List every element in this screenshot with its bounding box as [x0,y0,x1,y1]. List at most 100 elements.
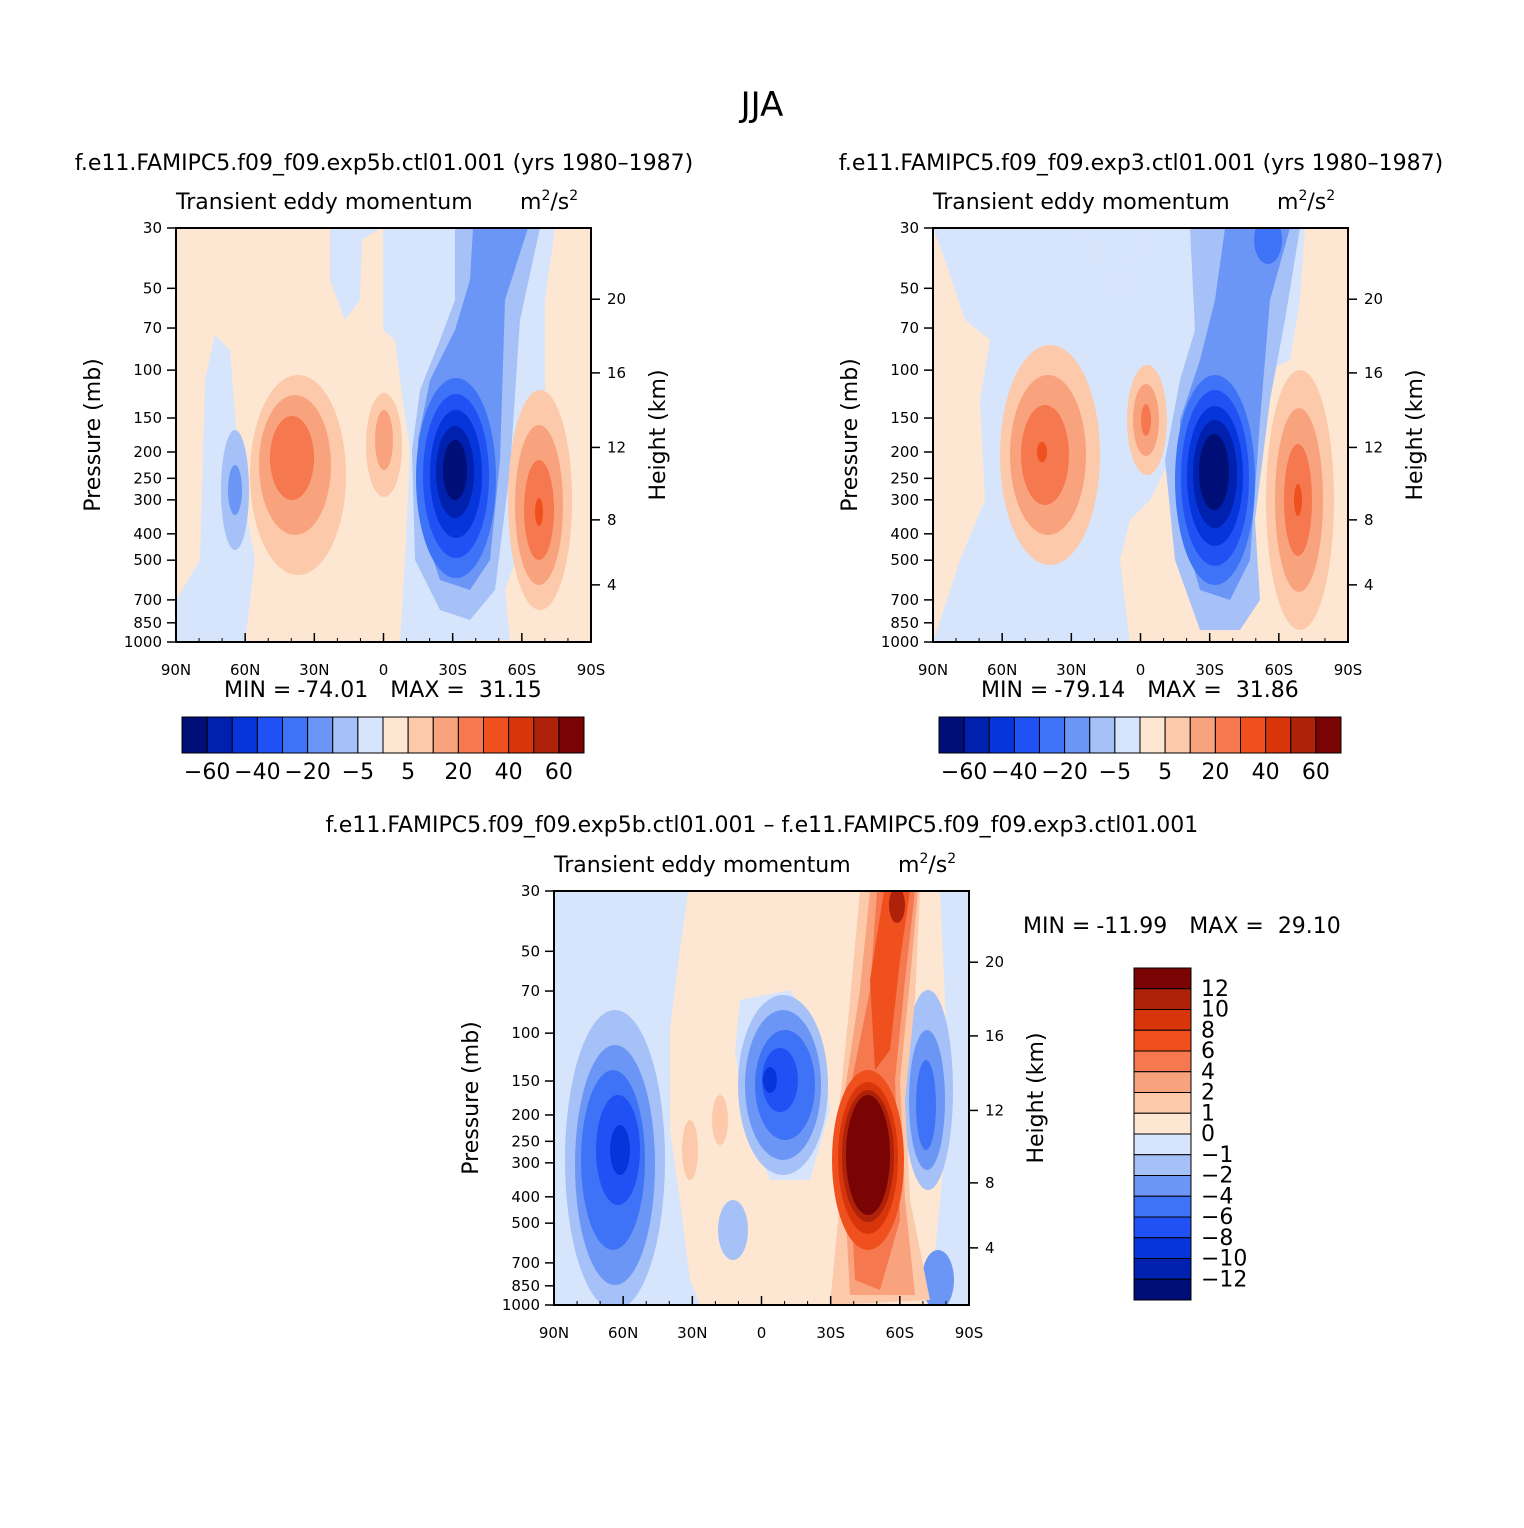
colorbar-label: 6 [1201,1039,1215,1064]
panel-2-title: f.e11.FAMIPC5.f09_f09.exp3.ctl01.001 (yr… [839,151,1444,176]
y-tick-label: 700 [133,591,162,609]
colorbar-label: 20 [1201,760,1229,785]
colorbar-swatch [357,716,384,754]
panel-1-contour-neg-l [443,440,467,500]
colorbar-swatch [1039,716,1066,754]
panel-1-contour-pos-c [270,416,314,500]
colorbar-swatch [508,716,535,754]
y2-tick-label: 16 [1364,364,1383,382]
colorbar-swatch [1133,1092,1192,1114]
colorbar-label: 40 [495,760,523,785]
panel-3-contour-pos-j [682,1120,698,1180]
x-tick-label: 30S [1195,661,1224,679]
x-tick-label: 60S [508,661,537,679]
y-tick-label: 500 [890,551,919,569]
colorbar-label: −40 [991,760,1037,785]
y-tick-label: 200 [133,443,162,461]
y2-tick-label: 20 [1364,290,1383,308]
colorbar-swatch [206,716,233,754]
y2-tick-label: 20 [607,290,626,308]
panel-3-contour-pos-d [870,891,910,1070]
colorbar-swatch [1133,1009,1192,1031]
panel-2-plot-area [933,228,1348,642]
colorbar-swatch [1240,716,1267,754]
colorbar-label: −40 [234,760,280,785]
panel-3-contour-neg-q [922,1250,954,1305]
panel-1-contour-pos-i [535,498,543,526]
colorbar-swatch [1164,716,1191,754]
y2-tick-label: 8 [985,1174,995,1192]
colorbar-swatch [1133,988,1192,1010]
colorbar-swatch [457,716,484,754]
colorbar-label: 2 [1201,1081,1215,1106]
colorbar-swatch [181,716,208,754]
panel-3-contour-pos-i [889,891,905,923]
panel-3-contour-neg-l [762,1048,798,1112]
y-tick-label: 250 [890,469,919,487]
x-tick-label: 90S [577,661,606,679]
colorbar-label: 10 [1201,998,1229,1023]
y-tick-label: 850 [511,1277,540,1295]
panel-2-contour-pos-g [1141,404,1151,436]
colorbar-swatch [332,716,359,754]
colorbar-label: 20 [444,760,472,785]
panel-2: f.e11.FAMIPC5.f09_f09.exp3.ctl01.001 (yr… [838,151,1443,785]
panel-3-contour-neg-b [930,891,969,1305]
panel-1-y2label: Height (km) [646,369,671,500]
y2-tick-label: 16 [607,364,626,382]
colorbar-swatch [1133,1154,1192,1176]
panel-1-title: f.e11.FAMIPC5.f09_f09.exp5b.ctl01.001 (y… [75,151,693,176]
colorbar-swatch [282,716,309,754]
y-tick-label: 150 [133,409,162,427]
x-tick-label: 60N [608,1324,638,1342]
y-tick-label: 850 [133,614,162,632]
x-tick-label: 0 [379,661,389,679]
x-tick-label: 60N [230,661,260,679]
y-tick-label: 30 [143,219,162,237]
colorbar-label: −5 [342,760,374,785]
colorbar-swatch [1133,1258,1192,1280]
colorbar-label: 5 [401,760,415,785]
x-tick-label: 90N [161,661,191,679]
panel-1-contour-neg-c [228,465,242,515]
panel-3-y2label: Height (km) [1024,1032,1049,1163]
colorbar-swatch [1290,716,1317,754]
y-tick-label: 70 [143,319,162,337]
colorbar-swatch [1133,1216,1192,1239]
colorbar-swatch [1214,716,1241,754]
colorbar-label: −60 [941,760,987,785]
y2-tick-label: 4 [985,1239,995,1257]
colorbar-swatch [1189,716,1216,754]
y2-tick-label: 12 [607,438,626,456]
y-tick-label: 250 [511,1132,540,1150]
y-tick-label: 500 [511,1214,540,1232]
colorbar-swatch [382,716,409,754]
colorbar-swatch [1133,1133,1192,1156]
x-tick-label: 0 [757,1324,767,1342]
y-tick-label: 100 [133,361,162,379]
colorbar-label: −1 [1201,1143,1233,1168]
colorbar-swatch [1133,1195,1192,1218]
colorbar-label: −8 [1201,1226,1233,1251]
y-tick-label: 100 [511,1024,540,1042]
colorbar-swatch [1133,1112,1192,1135]
colorbar-swatch [256,716,283,754]
colorbar-label: 1 [1201,1101,1215,1126]
panel-3-units: m2/s2 [898,851,956,878]
colorbar-swatch [1013,716,1040,754]
colorbar-label: 40 [1252,760,1280,785]
colorbar-swatch [483,716,510,754]
panel-2-left-title: Transient eddy momentum [932,190,1230,215]
colorbar-label: 4 [1201,1060,1215,1085]
colorbar-swatch [533,716,560,754]
x-tick-label: 60S [1265,661,1294,679]
y-tick-label: 850 [890,614,919,632]
x-tick-label: 60S [886,1324,915,1342]
x-tick-label: 30S [816,1324,845,1342]
colorbar-swatch [988,716,1015,754]
y-tick-label: 1000 [502,1296,540,1314]
y-tick-label: 1000 [881,633,919,651]
panel-3-minmax: MIN = -11.99 MAX = 29.10 [1023,914,1341,939]
panel-1-contour-neg-d [330,228,380,320]
panel-3-plot-area [554,891,969,1305]
